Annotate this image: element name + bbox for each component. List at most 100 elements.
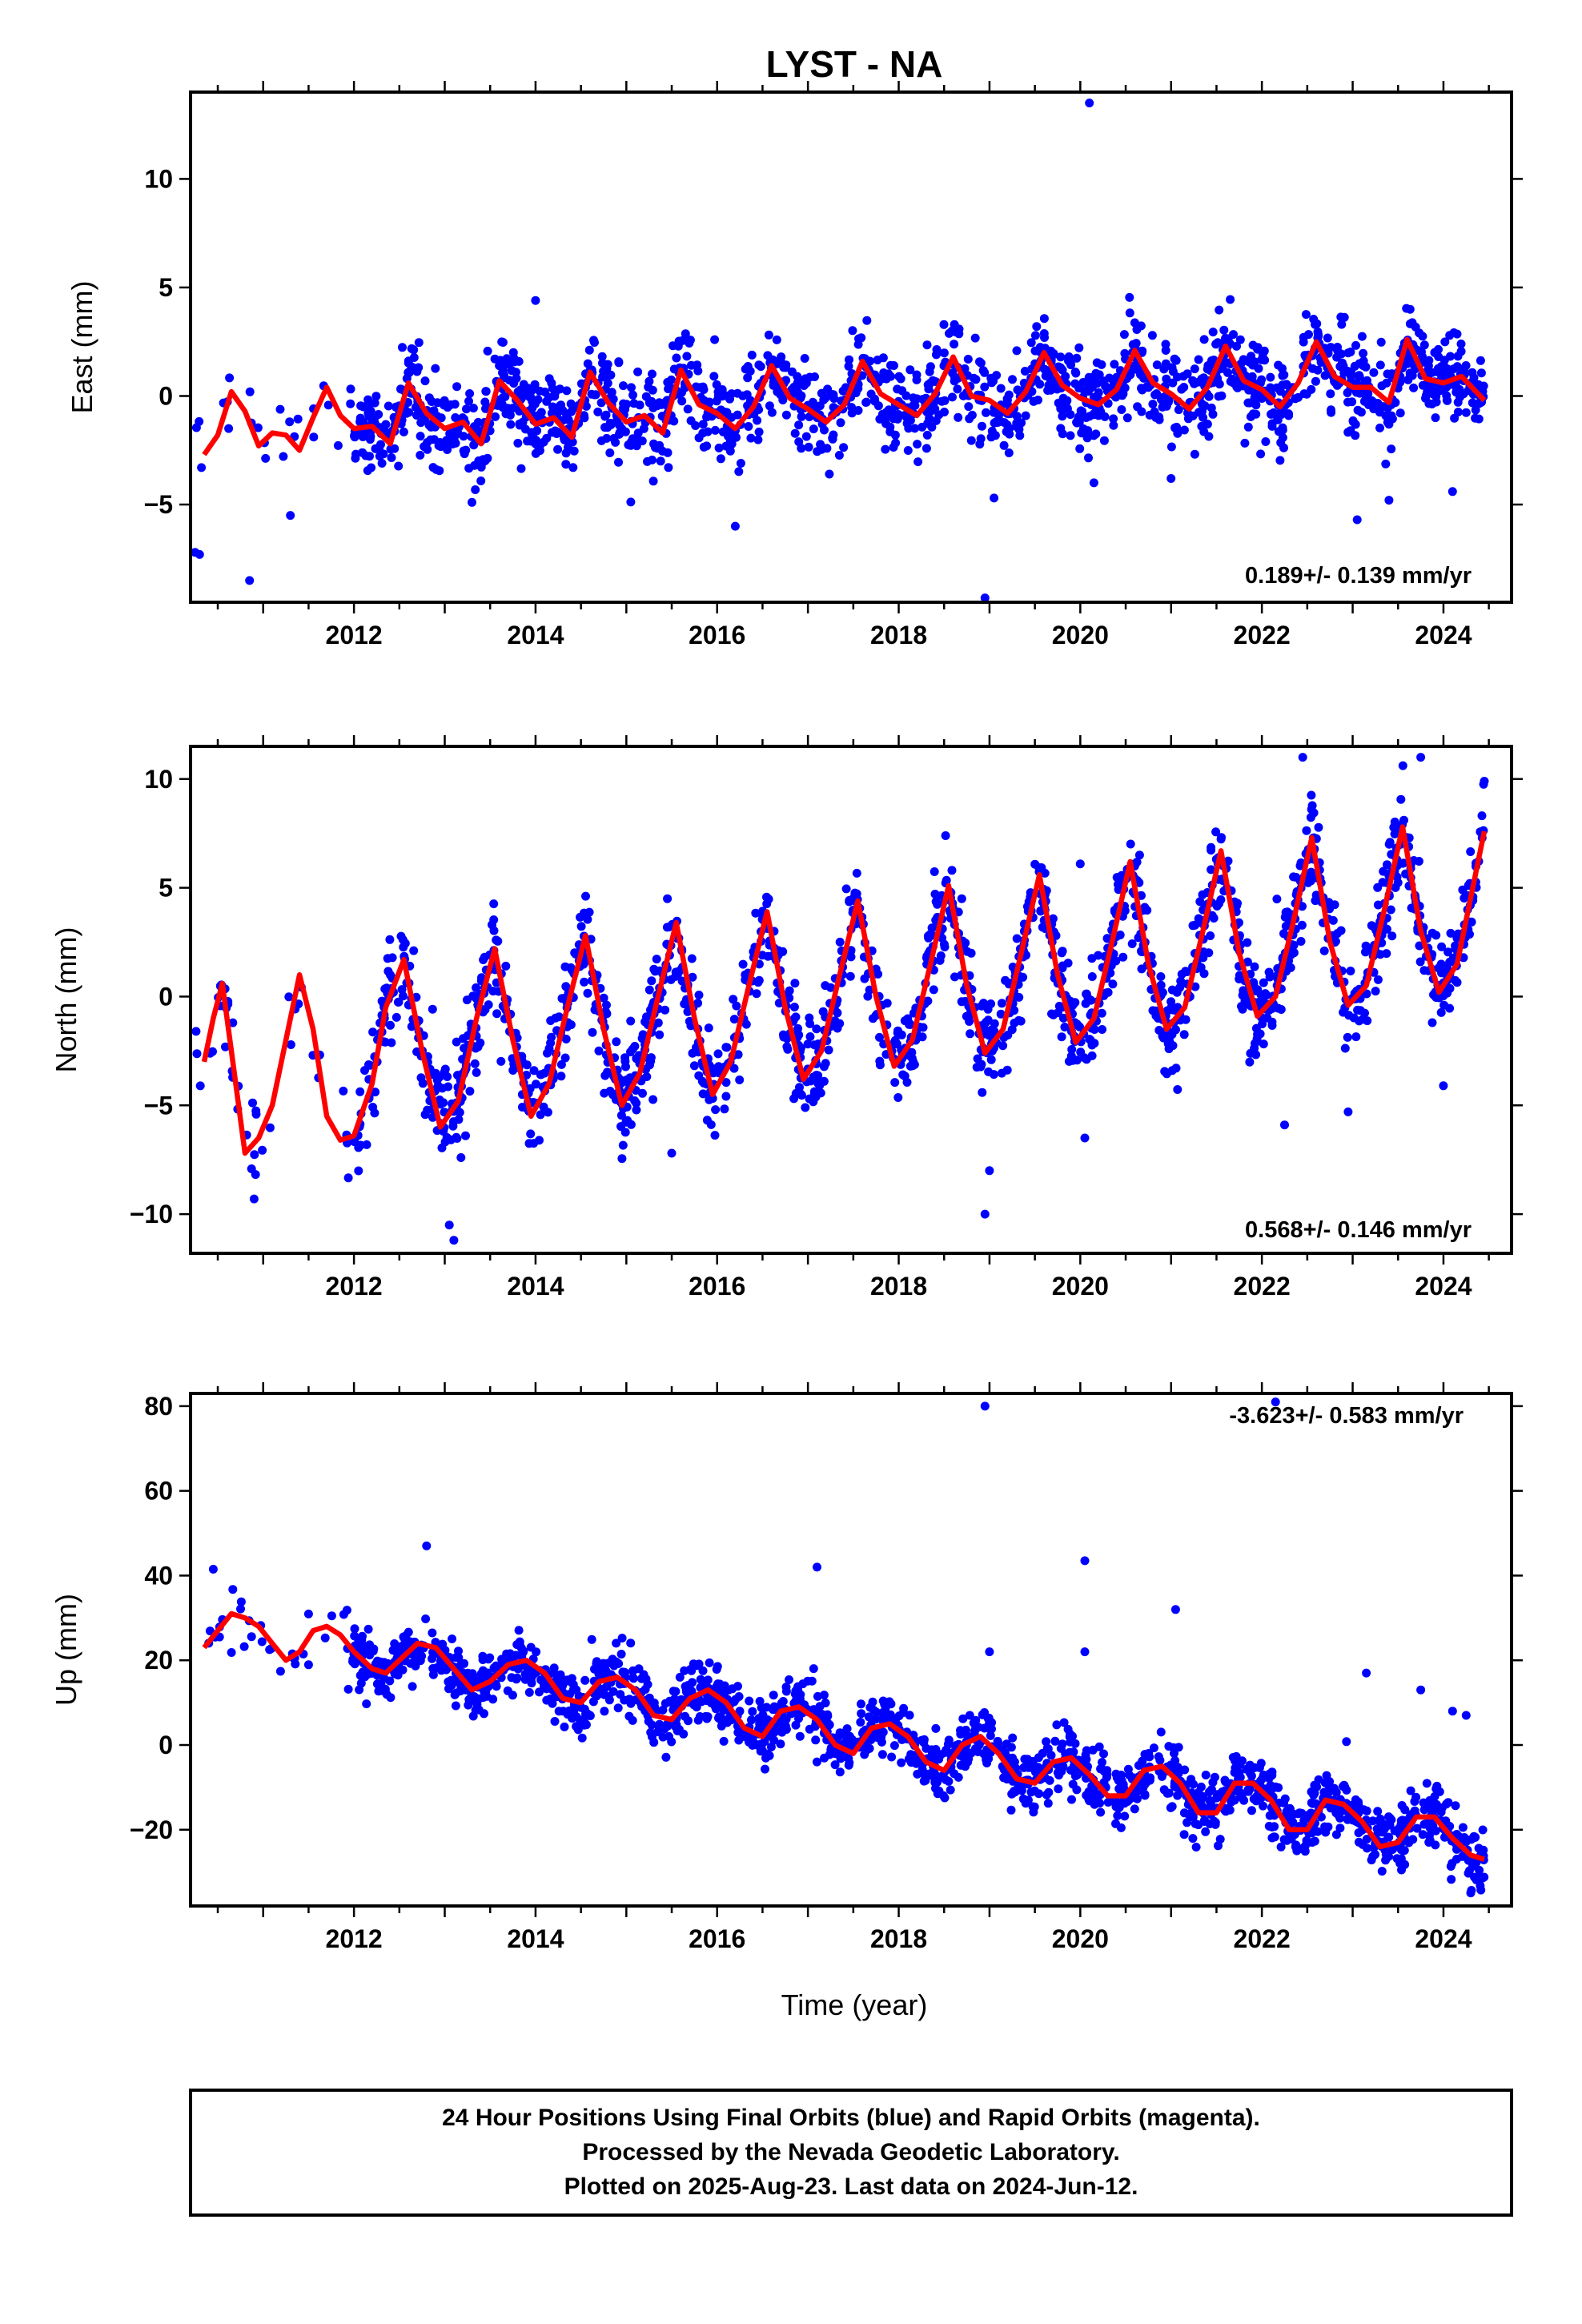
- data-point: [1452, 362, 1462, 372]
- data-point: [804, 442, 813, 452]
- x-tick-label: 2018: [870, 1272, 927, 1301]
- data-point: [208, 1047, 217, 1056]
- data-point: [744, 422, 753, 431]
- data-point: [1233, 383, 1243, 392]
- data-point: [986, 1055, 996, 1064]
- data-point: [769, 1702, 779, 1711]
- data-point: [1134, 933, 1143, 943]
- data-point: [1351, 1032, 1361, 1042]
- data-point: [628, 1667, 638, 1676]
- data-point: [1311, 891, 1321, 900]
- data-point: [1319, 946, 1329, 955]
- data-point: [665, 1731, 673, 1741]
- data-point: [616, 1650, 626, 1659]
- data-point: [611, 437, 620, 447]
- data-point: [469, 440, 479, 450]
- data-point: [1118, 389, 1128, 399]
- data-point: [426, 422, 436, 432]
- data-point: [1324, 898, 1334, 907]
- data-point: [597, 352, 607, 361]
- data-point: [1156, 972, 1166, 981]
- data-point: [1091, 429, 1101, 439]
- data-point: [489, 926, 499, 935]
- data-point: [1162, 374, 1171, 384]
- data-point: [236, 1604, 245, 1614]
- data-point: [1205, 1795, 1215, 1805]
- data-point: [1211, 340, 1221, 349]
- data-point: [566, 399, 576, 408]
- data-point: [720, 1104, 729, 1114]
- data-point: [362, 1699, 371, 1709]
- data-point: [1382, 378, 1391, 388]
- data-point: [691, 421, 701, 430]
- data-point: [1284, 409, 1293, 419]
- data-point: [628, 434, 637, 444]
- data-point: [394, 461, 404, 471]
- data-point: [619, 399, 628, 408]
- data-point: [809, 1089, 819, 1099]
- data-point: [772, 335, 781, 344]
- data-point: [869, 394, 879, 404]
- data-point: [1030, 331, 1040, 340]
- data-point: [1058, 412, 1067, 421]
- outlier-point: [990, 493, 999, 503]
- data-point: [602, 1000, 611, 1010]
- data-point: [560, 1722, 569, 1731]
- data-point: [1070, 1739, 1080, 1748]
- data-point: [562, 386, 572, 396]
- data-point: [1393, 878, 1403, 887]
- chart-title: LYST - NA: [766, 43, 943, 85]
- outlier-point: [1343, 1107, 1353, 1116]
- data-point: [1381, 411, 1391, 420]
- data-point: [1198, 890, 1207, 899]
- data-point: [765, 401, 774, 411]
- data-point: [1004, 448, 1014, 457]
- data-point: [489, 899, 499, 909]
- data-point: [940, 396, 950, 405]
- data-point: [1162, 1006, 1172, 1015]
- data-point: [383, 954, 392, 963]
- outlier-point: [730, 521, 740, 531]
- data-point: [1076, 406, 1086, 416]
- x-tick-label: 2020: [1052, 1272, 1109, 1301]
- data-point: [1259, 1039, 1268, 1049]
- data-point: [785, 986, 794, 995]
- outlier-point: [667, 1148, 677, 1158]
- data-point: [965, 1017, 974, 1026]
- data-point: [1097, 1008, 1106, 1018]
- data-point: [890, 1035, 900, 1045]
- data-point: [627, 383, 636, 392]
- data-point: [757, 1703, 766, 1712]
- data-point: [1130, 1804, 1139, 1814]
- data-point: [350, 431, 359, 440]
- data-point: [663, 448, 673, 457]
- data-point: [371, 1088, 380, 1097]
- data-point: [1175, 983, 1184, 992]
- data-point: [1476, 356, 1485, 365]
- north-panel: 2012 2014 2016 2018 2020 2022 2024−10−50510Nor…: [50, 735, 1523, 1301]
- outlier-point: [1416, 753, 1426, 762]
- data-point: [813, 1691, 822, 1701]
- data-point: [617, 1154, 627, 1164]
- data-point: [936, 951, 946, 960]
- data-point: [635, 400, 644, 410]
- data-point: [845, 971, 855, 981]
- data-point: [1307, 790, 1316, 800]
- data-point: [527, 428, 536, 437]
- data-point: [644, 985, 654, 995]
- data-point: [795, 1731, 805, 1741]
- data-point: [791, 1720, 801, 1730]
- data-point: [1240, 438, 1250, 448]
- data-point: [1419, 340, 1429, 350]
- data-point: [440, 1137, 450, 1147]
- data-point: [833, 1023, 842, 1033]
- data-point: [1320, 371, 1330, 380]
- data-point: [1030, 859, 1040, 869]
- data-point: [857, 1709, 866, 1719]
- data-point: [628, 1673, 638, 1683]
- data-point: [253, 423, 263, 432]
- data-point: [1206, 931, 1215, 940]
- data-point: [1152, 389, 1162, 398]
- data-point: [869, 1706, 878, 1715]
